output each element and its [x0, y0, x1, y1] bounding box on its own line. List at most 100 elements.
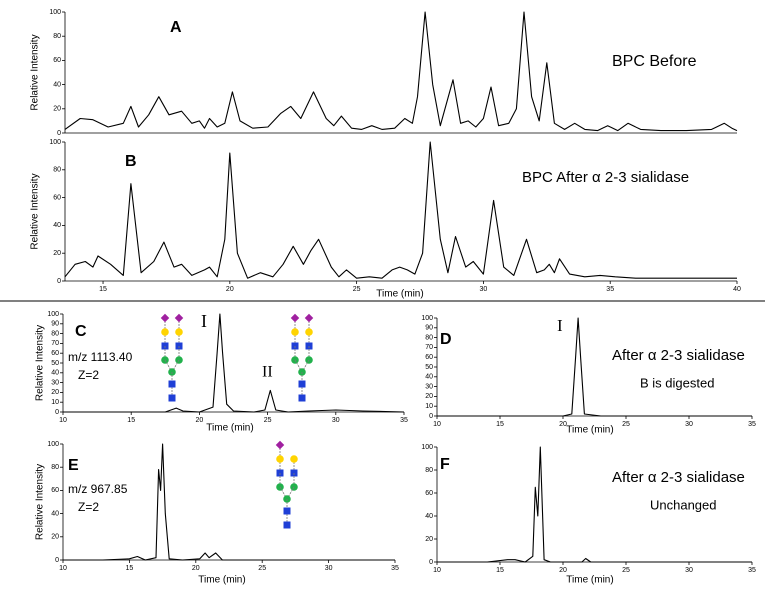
chromatogram-trace [63, 443, 395, 561]
x-tick-label: 10 [59, 417, 67, 424]
annotation: BPC After α 2-3 sialidase [522, 169, 689, 186]
x-tick-label: 35 [606, 286, 614, 293]
y-tick-label: 40 [425, 374, 433, 381]
glycan-link [286, 486, 295, 500]
annotation: Z=2 [78, 500, 99, 514]
y-tick-label: 20 [425, 393, 433, 400]
y-tick-label: 40 [53, 222, 61, 229]
y-axis-label: Relative Intensity [30, 173, 41, 249]
annotation: I [557, 316, 563, 335]
y-tick-label: 20 [51, 534, 59, 541]
y-tick-label: 70 [51, 340, 59, 347]
x-tick-label: 10 [59, 565, 67, 572]
x-tick-label: 20 [226, 286, 234, 293]
sialic-acid [160, 313, 170, 323]
x-tick-label: 25 [622, 567, 630, 574]
glycan-icon [160, 313, 184, 402]
chromatogram-trace [437, 317, 752, 417]
galactose [161, 328, 169, 336]
glycan-icon [275, 440, 298, 529]
y-axis-label: Relative Intensity [35, 464, 46, 540]
x-tick-label: 15 [127, 417, 135, 424]
glycan-icon [290, 313, 314, 402]
annotation: Z=2 [78, 368, 99, 382]
annotation: Unchanged [650, 497, 717, 512]
glcnac [283, 521, 291, 529]
glcnac [298, 380, 306, 388]
x-tick-label: 25 [353, 286, 361, 293]
x-tick-label: 25 [622, 421, 630, 428]
annotation: II [262, 364, 273, 381]
panel-label: E [68, 457, 79, 474]
y-tick-label: 90 [425, 325, 433, 332]
x-tick-label: 20 [196, 417, 204, 424]
y-tick-label: 90 [51, 321, 59, 328]
y-tick-label: 40 [53, 81, 61, 88]
y-tick-label: 20 [51, 389, 59, 396]
x-tick-label: 35 [400, 417, 408, 424]
annotation: BPC Before [612, 53, 697, 70]
x-tick-label: 25 [264, 417, 272, 424]
x-tick-label: 35 [748, 421, 756, 428]
y-tick-label: 10 [51, 399, 59, 406]
y-axis-label: Relative Intensity [30, 34, 41, 110]
x-tick-label: 15 [99, 286, 107, 293]
annotation: After α 2-3 sialidase [612, 347, 745, 364]
sialic-acid [290, 313, 300, 323]
x-tick-label: 25 [258, 565, 266, 572]
x-tick-label: 35 [748, 567, 756, 574]
annotation: B is digested [640, 375, 714, 390]
y-tick-label: 40 [51, 510, 59, 517]
y-tick-label: 60 [53, 194, 61, 201]
chromatogram-trace [63, 313, 405, 413]
x-tick-label: 20 [559, 421, 567, 428]
panel-label: B [125, 153, 137, 170]
y-tick-label: 0 [55, 557, 59, 564]
x-tick-label: 15 [126, 565, 134, 572]
x-tick-label: 30 [685, 421, 693, 428]
x-tick-label: 10 [433, 567, 441, 574]
y-tick-label: 100 [47, 311, 59, 318]
y-tick-label: 100 [421, 315, 433, 322]
y-tick-label: 80 [425, 334, 433, 341]
y-tick-label: 0 [57, 278, 61, 285]
y-tick-label: 20 [425, 536, 433, 543]
y-tick-label: 70 [425, 344, 433, 351]
y-tick-label: 40 [51, 370, 59, 377]
panel-label: F [440, 456, 450, 473]
y-tick-label: 100 [49, 139, 61, 146]
y-tick-label: 80 [51, 330, 59, 337]
y-tick-label: 60 [51, 487, 59, 494]
x-axis-label: Time (min) [566, 575, 613, 586]
x-axis-label: Time (min) [206, 423, 253, 434]
y-tick-label: 20 [53, 250, 61, 257]
y-tick-label: 30 [51, 379, 59, 386]
y-tick-label: 0 [57, 130, 61, 137]
sialic-acid [304, 313, 314, 323]
y-tick-label: 100 [421, 444, 433, 451]
y-tick-label: 80 [53, 167, 61, 174]
x-tick-label: 20 [192, 565, 200, 572]
y-tick-label: 50 [425, 364, 433, 371]
glcnac [298, 394, 306, 402]
glcnac [283, 507, 291, 515]
glycan-link [301, 359, 310, 373]
y-tick-label: 60 [425, 354, 433, 361]
y-tick-label: 60 [425, 490, 433, 497]
y-axis-label: Relative Intensity [35, 325, 46, 401]
y-tick-label: 60 [51, 350, 59, 357]
x-tick-label: 20 [559, 567, 567, 574]
y-tick-label: 10 [425, 403, 433, 410]
panel-label: A [170, 19, 182, 36]
glcnac [168, 394, 176, 402]
annotation: I [201, 311, 207, 331]
y-tick-label: 80 [53, 33, 61, 40]
galactose [175, 328, 183, 336]
galactose [290, 455, 298, 463]
x-tick-label: 35 [391, 565, 399, 572]
glycan-link [279, 486, 288, 500]
annotation: After α 2-3 sialidase [612, 469, 745, 486]
y-tick-label: 0 [429, 559, 433, 566]
glycan-link [294, 359, 303, 373]
